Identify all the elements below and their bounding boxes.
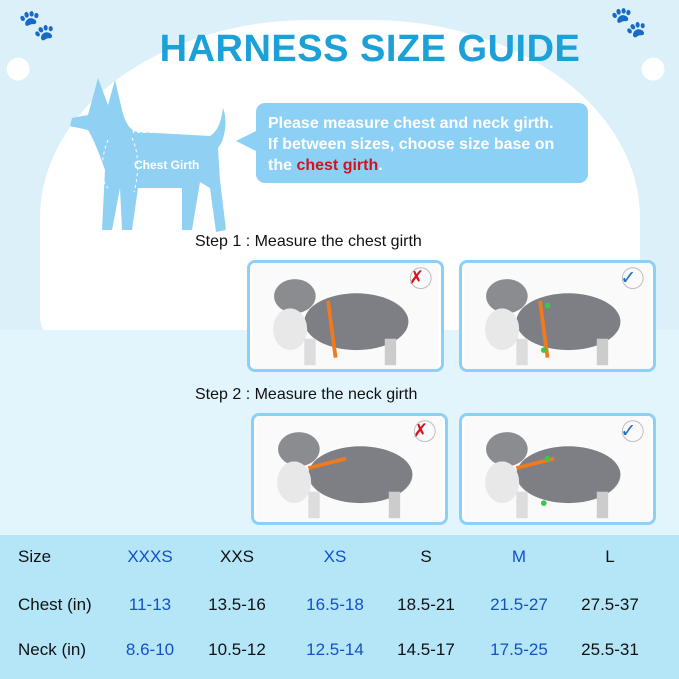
- note-line: the chest girth.: [268, 155, 576, 176]
- note-text: the: [268, 157, 297, 174]
- note-line: If between sizes, choose size base on: [268, 136, 555, 153]
- dog-head: [274, 279, 316, 314]
- note-text: .: [378, 157, 383, 174]
- neck-girth-label: Neck Girth: [132, 122, 193, 136]
- chest-cell: 18.5-21: [397, 595, 455, 614]
- chest-cell: 27.5-37: [581, 595, 639, 614]
- size-cell: XXXS: [127, 547, 173, 566]
- cross-icon: ✗: [412, 420, 428, 442]
- photo-chest-right: ✓: [459, 260, 656, 372]
- page-title: HARNESS SIZE GUIDE: [159, 28, 581, 70]
- step-2-label: Step 2 : Measure the neck girth: [195, 386, 418, 403]
- dog-head: [486, 279, 528, 314]
- size-table: Size Chest (in) Neck (in) XXXS 11-13 8.6-1…: [0, 535, 679, 679]
- check-icon: ✓: [620, 267, 636, 289]
- paw-icon: 🐾: [610, 5, 648, 40]
- cross-icon: ✗: [408, 267, 424, 289]
- neck-cell: 14.5-17: [397, 640, 455, 659]
- chest-cell: 11-13: [128, 595, 172, 614]
- chest-cell: 16.5-18: [306, 595, 364, 614]
- instruction-bubble: Please measure chest and neck girth. If …: [236, 103, 588, 183]
- neck-cell: 25.5-31: [581, 640, 639, 659]
- neck-cell: 10.5-12: [208, 640, 266, 659]
- neck-cell: 12.5-14: [306, 640, 364, 659]
- neck-cell: 17.5-25: [490, 640, 548, 659]
- size-cell: M: [511, 547, 527, 566]
- size-cell: S: [420, 547, 432, 566]
- photo-chest-wrong: ✗: [247, 260, 444, 372]
- dog-head: [486, 432, 528, 467]
- row-header-size: Size: [18, 547, 52, 566]
- step-1-label: Step 1 : Measure the chest girth: [195, 233, 422, 250]
- size-cell: L: [605, 547, 615, 566]
- paw-icon: 🐾: [18, 8, 56, 43]
- check-icon: ✓: [620, 420, 636, 442]
- photo-neck-wrong: ✗: [251, 413, 448, 525]
- paw-icon: ●: [640, 50, 667, 85]
- row-header-chest: Chest (in): [18, 595, 92, 614]
- chest-cell: 13.5-16: [208, 595, 266, 614]
- neck-cell: 8.6-10: [125, 640, 175, 659]
- paw-icon: ●: [5, 50, 32, 85]
- row-header-neck: Neck (in): [18, 640, 87, 659]
- size-cell: XS: [323, 547, 347, 566]
- dog-head: [278, 432, 320, 467]
- photo-neck-right: ✓: [459, 413, 656, 525]
- chest-girth-highlight: chest girth: [296, 157, 379, 174]
- chest-cell: 21.5-27: [490, 595, 548, 614]
- chest-girth-label: Chest Girth: [134, 158, 200, 172]
- size-cell: XXS: [219, 547, 255, 566]
- note-line: Please measure chest and neck girth.: [268, 115, 554, 132]
- dog-silhouette-icon: [70, 78, 226, 232]
